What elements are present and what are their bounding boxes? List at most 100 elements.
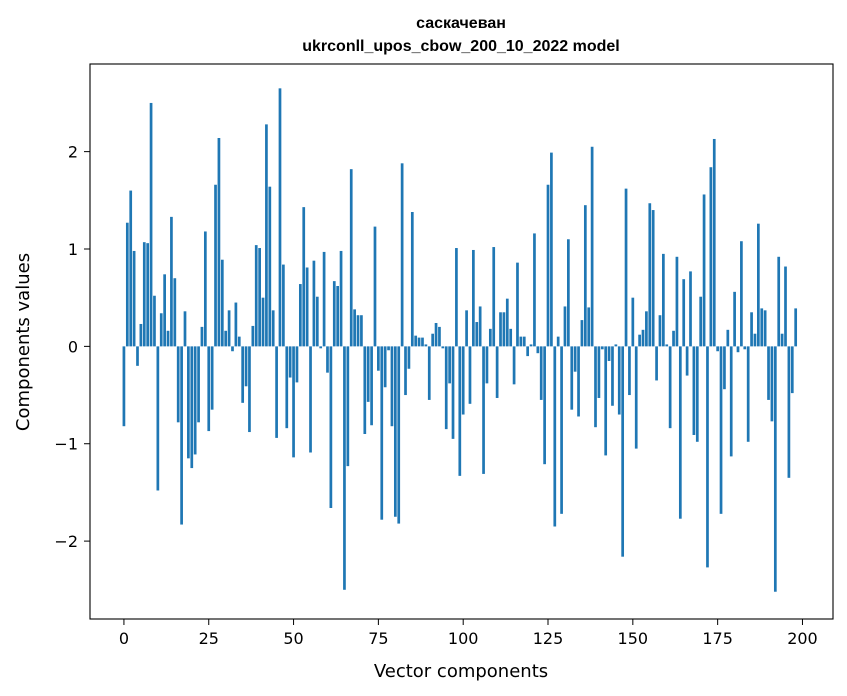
bar-154 [645, 311, 648, 347]
bar-149 [628, 346, 631, 396]
bar-103 [472, 249, 475, 347]
bar-162 [672, 330, 675, 347]
bar-140 [597, 346, 601, 398]
bar-130 [563, 306, 567, 347]
bar-193 [777, 256, 781, 347]
bar-119 [526, 346, 530, 357]
bar-114 [509, 328, 513, 347]
y-tick-label: −2 [54, 532, 78, 551]
bar-43 [268, 186, 272, 347]
bar-172 [706, 346, 709, 568]
bar-117 [519, 336, 523, 347]
bar-175 [716, 346, 719, 352]
bar-133 [573, 346, 577, 372]
bar-1 [125, 222, 129, 347]
bar-178 [726, 329, 730, 347]
bar-23 [200, 326, 204, 347]
bar-75 [377, 346, 380, 371]
bar-38 [251, 325, 255, 347]
bar-29 [220, 259, 224, 347]
bar-190 [767, 346, 770, 400]
bar-189 [763, 310, 767, 347]
bar-80 [393, 346, 397, 517]
bar-155 [648, 203, 652, 347]
y-tick-label: 1 [68, 240, 78, 259]
bar-161 [668, 346, 672, 429]
bar-3 [132, 250, 136, 347]
bar-150 [631, 297, 635, 347]
y-tick-label: 0 [68, 337, 78, 356]
bar-33 [234, 302, 238, 347]
y-tick-label: −1 [54, 435, 78, 454]
bar-111 [499, 312, 502, 347]
bar-191 [770, 346, 774, 422]
bar-89 [424, 344, 428, 347]
bar-110 [495, 346, 499, 398]
bar-71 [363, 346, 367, 434]
bar-37 [248, 346, 251, 433]
bar-186 [753, 333, 757, 347]
bar-73 [370, 346, 373, 426]
bar-173 [709, 167, 713, 347]
bars-group [122, 88, 798, 592]
bar-16 [176, 346, 180, 423]
bar-88 [421, 337, 424, 347]
bar-134 [577, 346, 580, 417]
bar-34 [237, 336, 241, 347]
bar-100 [461, 346, 465, 415]
bar-106 [482, 346, 485, 474]
bar-48 [285, 346, 289, 429]
bar-49 [288, 346, 292, 378]
bar-18 [183, 311, 187, 347]
bar-55 [309, 346, 312, 453]
x-tick-label: 0 [119, 629, 129, 648]
bar-177 [723, 346, 726, 390]
bar-108 [488, 328, 492, 347]
x-axis-ticks: 0 25 50 75 100 125 150 175 200 [119, 619, 818, 648]
bar-101 [465, 310, 468, 347]
bar-32 [231, 346, 234, 352]
bar-81 [397, 346, 401, 524]
bar-39 [254, 245, 258, 347]
bar-10 [156, 346, 160, 491]
bar-50 [292, 346, 295, 458]
bar-8 [149, 102, 153, 347]
bar-44 [271, 310, 275, 347]
bar-148 [624, 188, 628, 347]
y-axis-label: Components values [13, 253, 34, 431]
bar-160 [665, 344, 669, 347]
bar-66 [346, 346, 350, 467]
bar-138 [590, 146, 594, 347]
bar-180 [733, 291, 736, 347]
bar-57 [315, 296, 319, 347]
bar-95 [444, 346, 448, 430]
bar-78 [387, 346, 390, 351]
bar-129 [560, 346, 563, 514]
bar-22 [197, 346, 200, 423]
bar-151 [634, 346, 638, 449]
bar-7 [146, 243, 150, 347]
bar-63 [336, 286, 340, 347]
bar-45 [275, 346, 278, 438]
bar-68 [353, 309, 356, 347]
bar-0 [122, 346, 126, 427]
bar-128 [556, 336, 560, 347]
bar-183 [743, 346, 747, 350]
bar-70 [360, 315, 363, 347]
bar-182 [740, 241, 743, 347]
bar-84 [407, 346, 411, 369]
bar-11 [159, 313, 163, 347]
bar-112 [502, 312, 506, 347]
bar-198 [794, 308, 798, 347]
bar-12 [163, 274, 166, 347]
bar-113 [505, 298, 509, 347]
bar-188 [760, 308, 764, 347]
bar-51 [295, 346, 299, 383]
bar-131 [567, 239, 570, 347]
x-tick-label: 125 [533, 629, 564, 648]
bar-174 [712, 138, 716, 347]
y-tick-label: 2 [68, 143, 78, 162]
bar-2 [129, 190, 133, 347]
bar-6 [142, 242, 146, 347]
